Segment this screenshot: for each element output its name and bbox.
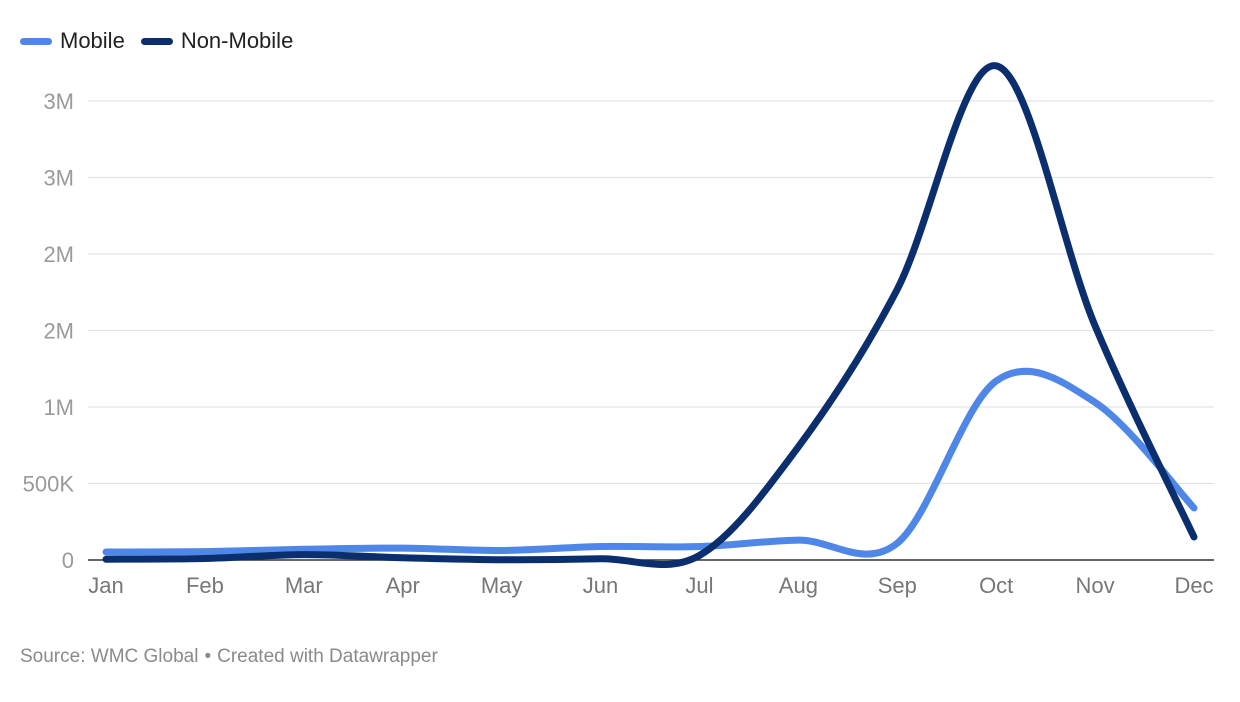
x-axis-labels: Jan Feb Mar Apr May Jun Jul Aug Sep Oct Nov Dec bbox=[88, 573, 1213, 598]
y-tick-label: 500K bbox=[23, 472, 75, 497]
y-axis-labels: 0 500K 1M 2M 2M 3M 3M bbox=[23, 89, 75, 573]
legend-label-mobile: Mobile bbox=[60, 28, 125, 53]
x-tick-label: Jun bbox=[583, 573, 618, 598]
x-tick-label: Jul bbox=[685, 573, 713, 598]
y-tick-label: 1M bbox=[43, 395, 74, 420]
y-tick-label: 2M bbox=[43, 242, 74, 267]
x-tick-label: Feb bbox=[186, 573, 224, 598]
line-chart: 0 500K 1M 2M 2M 3M 3M Jan Feb Mar Apr May Jun Jul Aug… bbox=[23, 62, 1214, 598]
legend: Mobile Non-Mobile bbox=[20, 28, 309, 54]
y-tick-label: 2M bbox=[43, 319, 74, 344]
legend-label-non-mobile: Non-Mobile bbox=[180, 28, 294, 53]
legend-item-non-mobile: Non-Mobile bbox=[140, 28, 294, 54]
y-tick-label: 0 bbox=[62, 548, 74, 573]
x-tick-label: Sep bbox=[878, 573, 917, 598]
series-line-mobile bbox=[102, 367, 1198, 558]
x-tick-label: Mar bbox=[285, 573, 323, 598]
footer-separator: • bbox=[204, 646, 212, 667]
y-tick-label: 3M bbox=[43, 89, 74, 114]
footer: Source: WMC Global • Created with Datawrap… bbox=[20, 646, 438, 668]
legend-item-mobile: Mobile bbox=[20, 28, 125, 54]
legend-swatch-mobile bbox=[20, 37, 52, 45]
source-text: Source: WMC Global bbox=[20, 646, 199, 667]
gridlines bbox=[88, 100, 1214, 561]
y-tick-label: 3M bbox=[43, 166, 74, 191]
series-line-non-mobile bbox=[102, 62, 1198, 569]
legend-swatch-non-mobile bbox=[140, 37, 173, 45]
x-tick-label: May bbox=[481, 573, 523, 598]
x-tick-label: Aug bbox=[779, 573, 818, 598]
x-tick-label: Oct bbox=[979, 573, 1013, 598]
x-tick-label: Jan bbox=[88, 573, 123, 598]
x-tick-label: Nov bbox=[1076, 573, 1115, 598]
credit-text: Created with Datawrapper bbox=[217, 646, 438, 667]
x-tick-label: Dec bbox=[1174, 573, 1213, 598]
x-tick-label: Apr bbox=[386, 573, 420, 598]
series-lines bbox=[102, 62, 1198, 569]
